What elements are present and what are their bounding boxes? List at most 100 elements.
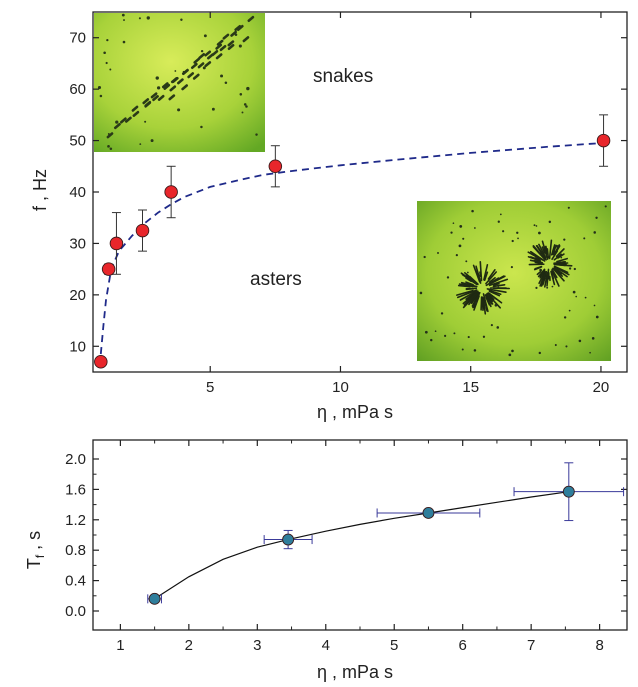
aster-dot: [584, 296, 587, 299]
snake-particle: [230, 30, 238, 37]
snake-particle: [176, 78, 184, 85]
aster-dot: [440, 312, 444, 315]
data-point: [94, 354, 108, 369]
snake-dot: [241, 111, 244, 114]
aster-dot: [568, 309, 571, 312]
aster-ray: [483, 271, 489, 282]
aster-dot: [455, 253, 458, 257]
aster-dot: [535, 225, 538, 227]
y-tick-label: 70: [69, 30, 86, 47]
snake-particle: [222, 33, 230, 40]
aster-dot: [497, 220, 500, 223]
bottom-y-axis-label: Tf , s: [24, 531, 47, 569]
aster-ray: [550, 244, 556, 256]
snake-dot: [238, 44, 242, 48]
snake-particle: [169, 85, 177, 92]
aster-dot: [450, 231, 453, 234]
snake-particle: [157, 94, 165, 101]
snake-dot: [239, 93, 243, 96]
aster-ray: [532, 253, 544, 261]
data-point: [135, 223, 150, 238]
aster-dot: [465, 260, 468, 263]
aster-ray: [553, 265, 569, 274]
snake-particle: [181, 68, 189, 75]
snake-dot: [150, 139, 154, 143]
snake-dot: [139, 143, 142, 146]
snake-dot: [103, 51, 106, 55]
snake-dot: [99, 94, 103, 98]
snake-dot: [220, 74, 224, 78]
bottom-fit: [154, 491, 569, 600]
snake-particle: [227, 43, 235, 51]
aster-dot: [563, 316, 567, 319]
y-tick-label: 50: [69, 133, 86, 150]
snake-dot: [243, 103, 247, 106]
bottom-ticks: 1 2 3 4 5 6 7 8 0.0 0.4 0.8 1.2 1.6 2.0: [65, 440, 627, 654]
aster-ray: [492, 283, 506, 288]
x-tick-label: 5: [206, 379, 214, 396]
data-point: [422, 507, 435, 519]
aster-ray: [551, 269, 560, 287]
aster-dot: [589, 351, 591, 354]
aster-dot: [424, 330, 428, 334]
aster-ray: [553, 266, 568, 278]
aster-dot: [474, 301, 478, 305]
snakes-label: snakes: [313, 66, 373, 87]
y-tick-label: 1.2: [65, 512, 86, 529]
bottom-plot-frame: [92, 439, 628, 631]
aster-dot: [572, 290, 576, 294]
snake-particle: [106, 132, 114, 139]
snake-particle: [247, 15, 255, 23]
snake-dot: [109, 147, 113, 150]
snake-dot: [123, 19, 125, 22]
snake-particle: [215, 43, 223, 50]
aster-ray: [485, 271, 498, 285]
snake-particle: [124, 116, 132, 123]
aster-dot: [419, 291, 423, 295]
aster-dot: [496, 326, 500, 329]
snake-particle: [216, 39, 224, 46]
fit-curve: [154, 491, 569, 600]
aster-dot: [482, 335, 486, 338]
aster-dot: [517, 237, 519, 240]
snake-dot: [155, 76, 159, 80]
aster-dot: [453, 332, 456, 335]
snake-dot: [154, 92, 157, 96]
aster-ray: [536, 245, 545, 257]
snake-particle: [192, 73, 200, 80]
snake-dot: [174, 70, 177, 72]
snake-particle: [161, 82, 169, 89]
snake-particle: [242, 36, 250, 43]
snake-dot: [200, 125, 203, 129]
snake-particle: [181, 84, 189, 91]
aster-dot: [551, 285, 554, 288]
aster-ray: [485, 293, 494, 303]
aster-dot: [423, 255, 426, 259]
y-tick-label: 10: [69, 338, 86, 355]
snake-dot: [177, 108, 181, 112]
x-tick-label: 3: [253, 637, 261, 654]
aster-dot: [548, 220, 552, 224]
snake-dot: [211, 107, 215, 111]
aster-dot: [446, 276, 450, 279]
aster-ray: [482, 297, 487, 315]
aster-ray: [464, 284, 471, 287]
aster-ray: [539, 270, 547, 287]
data-point: [562, 485, 575, 498]
aster-dot: [430, 338, 433, 342]
aster-dot: [533, 224, 536, 227]
aster-ray: [546, 272, 549, 279]
bottom-x-axis-label: η , mPa s: [317, 662, 393, 682]
y-tick-label: 1.6: [65, 481, 86, 498]
aster-ray: [479, 271, 482, 278]
snake-dot: [180, 18, 183, 21]
aster-ray: [553, 245, 561, 256]
aster-ray: [479, 260, 483, 282]
aster-dot: [462, 237, 465, 240]
y-tick-label: 20: [69, 287, 86, 304]
aster-ray: [551, 272, 555, 280]
snake-dot: [156, 86, 161, 90]
aster-dot: [467, 335, 470, 339]
aster-ray: [487, 268, 496, 280]
aster-dot: [473, 349, 477, 352]
